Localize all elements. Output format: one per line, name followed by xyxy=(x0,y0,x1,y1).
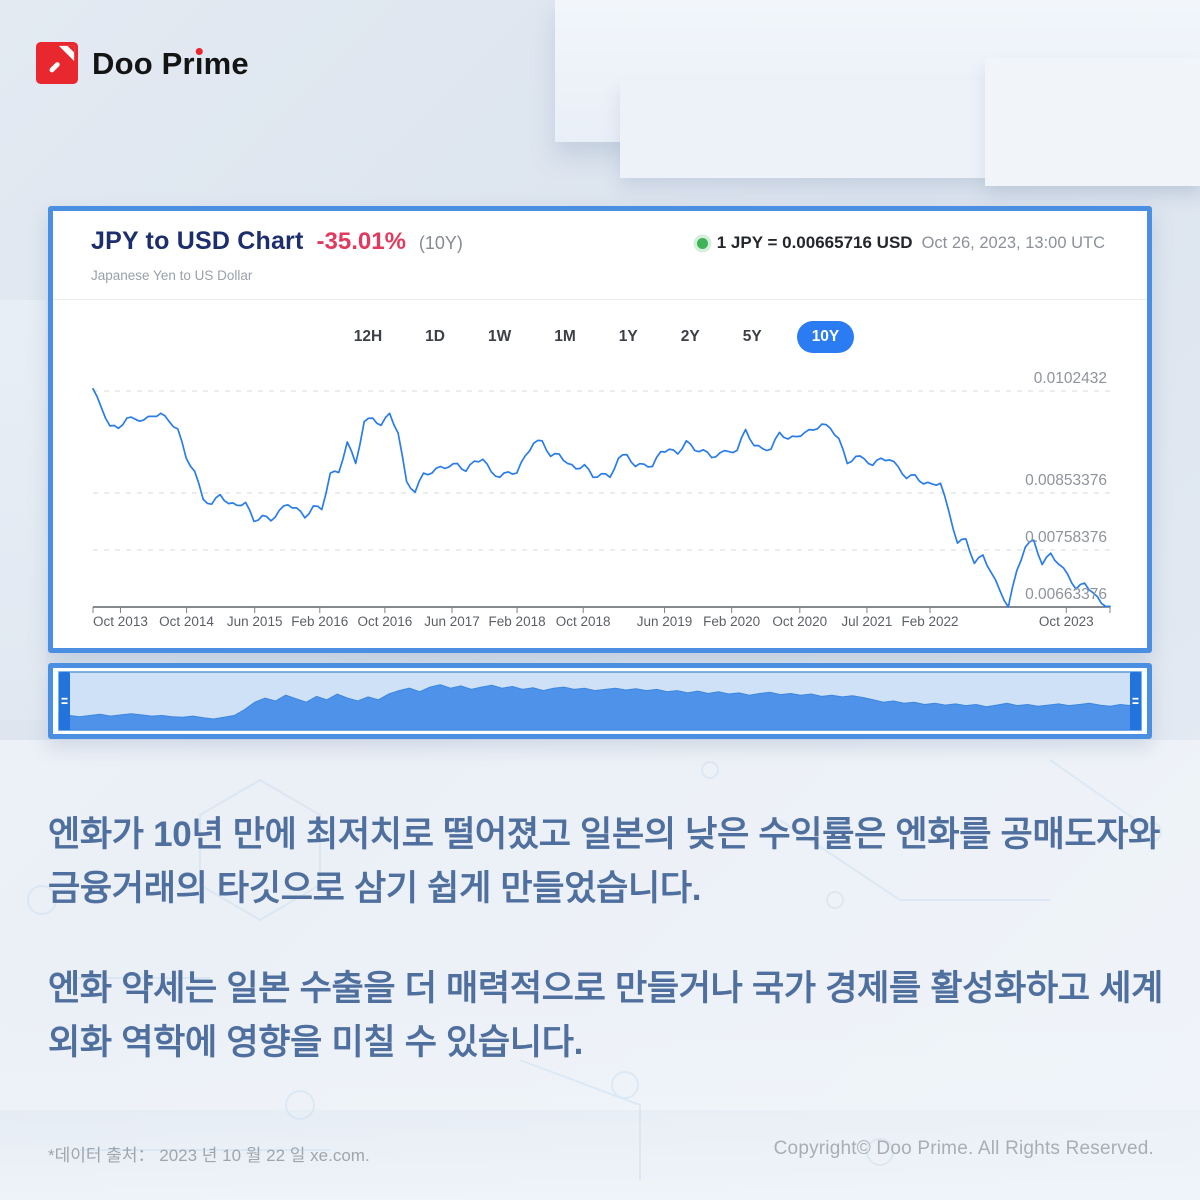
doo-prime-logo-text: Doo Prıme xyxy=(92,48,249,79)
navigator-canvas[interactable] xyxy=(53,668,1147,734)
live-rate-timestamp: Oct 26, 2023, 13:00 UTC xyxy=(921,233,1105,252)
live-status-dot-icon xyxy=(696,237,708,249)
y-axis-label: 0.00663376 xyxy=(1025,586,1107,603)
range-button-1d[interactable]: 1D xyxy=(417,323,453,351)
x-axis-label: Jun 2015 xyxy=(226,614,283,629)
x-axis-label: Jun 2019 xyxy=(636,614,693,629)
range-button-1w[interactable]: 1W xyxy=(480,323,519,351)
x-axis-label: Jun 2017 xyxy=(424,614,480,629)
price-chart-canvas xyxy=(92,387,1111,613)
doo-prime-logo: Doo Prıme xyxy=(36,42,249,84)
chart-change-period: (10Y) xyxy=(418,233,463,253)
x-axis-label: Feb 2018 xyxy=(488,614,546,629)
x-axis-label: Jul 2021 xyxy=(841,614,893,629)
live-rate: 1 JPY = 0.00665716 USD Oct 26, 2023, 13:… xyxy=(696,233,1105,253)
y-axis-label: 0.00758376 xyxy=(1025,529,1107,546)
y-axis-label: 0.0102432 xyxy=(1033,370,1107,387)
live-rate-value: 1 JPY = 0.00665716 USD xyxy=(716,233,913,252)
range-button-2y[interactable]: 2Y xyxy=(673,323,708,351)
background-panel xyxy=(985,58,1200,186)
chart-title: JPY to USD Chart xyxy=(91,227,304,255)
time-range-selector: 12H 1D 1W 1M 1Y 2Y 5Y 10Y xyxy=(53,321,1147,353)
x-axis-label: Oct 2016 xyxy=(357,614,413,629)
range-button-12h[interactable]: 12H xyxy=(346,323,390,351)
x-axis-label: Feb 2022 xyxy=(901,614,959,629)
logo-i-red-dot: ı xyxy=(194,45,204,81)
doo-prime-logo-icon xyxy=(36,42,78,84)
body-paragraph-1: 엔화가 10년 만에 최저치로 떨어졌고 일본의 낮은 수익률은 엔화를 공매도… xyxy=(48,815,1161,908)
x-axis-label: Feb 2020 xyxy=(703,614,761,629)
exchange-chart-card: JPY to USD Chart -35.01% (10Y) 1 JPY = 0… xyxy=(48,206,1152,653)
y-axis-label: 0.00853376 xyxy=(1025,472,1107,489)
copyright-note: Copyright© Doo Prime. All Rights Reserve… xyxy=(773,1138,1154,1159)
range-button-1m[interactable]: 1M xyxy=(546,323,584,351)
chart-change-percent: -35.01% xyxy=(316,228,406,255)
background-panel xyxy=(620,80,1200,178)
range-button-5y[interactable]: 5Y xyxy=(735,323,770,351)
background-panel xyxy=(555,0,1200,142)
x-axis-label: Oct 2013 xyxy=(93,614,148,629)
range-button-1y[interactable]: 1Y xyxy=(611,323,646,351)
navigator-handle-left[interactable] xyxy=(59,672,70,730)
navigator-handle-right[interactable] xyxy=(1130,672,1141,730)
chart-header: JPY to USD Chart -35.01% (10Y) xyxy=(91,227,463,256)
body-paragraph-2: 엔화 약세는 일본 수출을 더 매력적으로 만들거나 국가 경제를 활성화하고 … xyxy=(48,969,1164,1062)
x-axis-label: Oct 2014 xyxy=(159,614,214,629)
x-axis-label: Oct 2018 xyxy=(555,614,611,629)
x-axis-label: Oct 2023 xyxy=(1038,614,1094,629)
logo-text-part: me xyxy=(203,45,249,81)
x-axis-label: Oct 2020 xyxy=(772,614,828,629)
header-divider xyxy=(53,299,1147,300)
range-button-10y[interactable]: 10Y xyxy=(796,321,855,353)
chart-subtitle: Japanese Yen to US Dollar xyxy=(91,268,253,283)
logo-text-part: Doo Pr xyxy=(92,45,195,81)
navigator-card xyxy=(48,663,1152,739)
background-panel xyxy=(0,300,46,720)
x-axis-label: Feb 2016 xyxy=(291,614,349,629)
data-source-note: *데이터 출처： 2023 년 10 월 22 일 xe.com. xyxy=(48,1146,370,1165)
